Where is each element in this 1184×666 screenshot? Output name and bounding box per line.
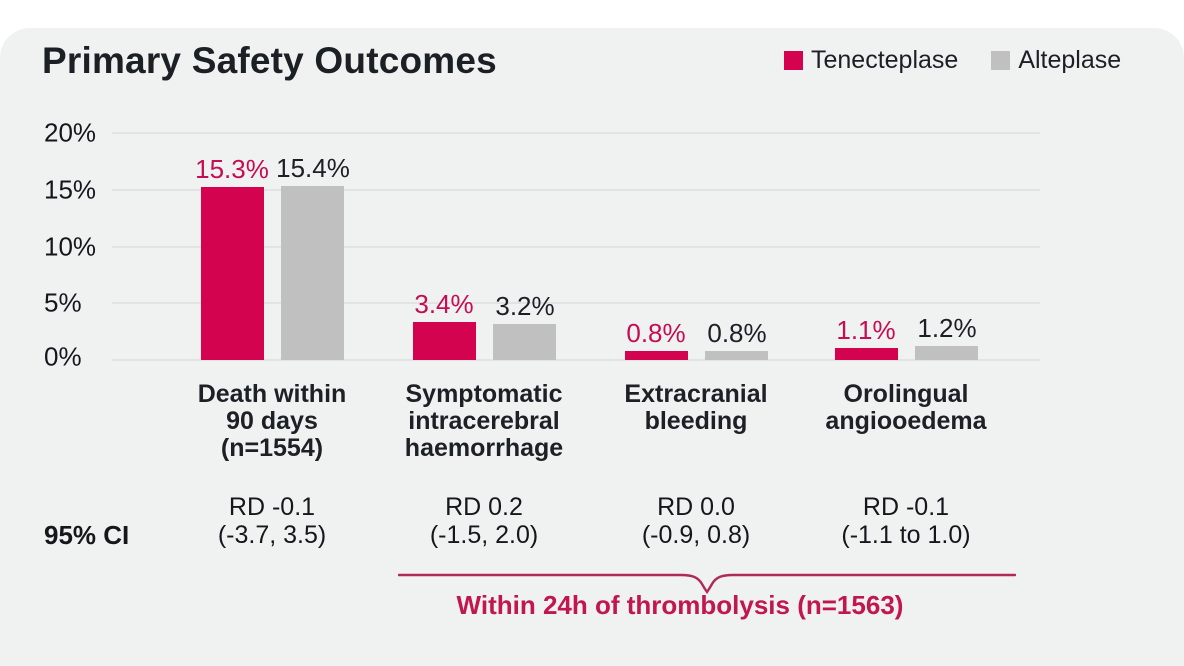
legend-label: Tenecteplase	[811, 46, 959, 74]
legend-item-alteplase: Alteplase	[991, 46, 1121, 75]
category-label: Death within 90 days (n=1554)	[197, 380, 347, 462]
bar-alteplase	[493, 323, 556, 360]
legend-item-tenecteplase: Tenecteplase	[784, 46, 958, 75]
risk-difference-label: RD 0.2 (-1.5, 2.0)	[429, 493, 539, 549]
bar-tenecteplase	[625, 350, 688, 360]
y-axis-tick: 10%	[44, 231, 97, 262]
category-label: Orolingual angiooedema	[825, 380, 987, 435]
bar-value-label: 0.8%	[707, 317, 767, 348]
category-label: Symptomatic intracerebral haemorrhage	[404, 380, 564, 462]
gridline-0pct	[112, 359, 1040, 361]
bar-value-label: 0.8%	[626, 317, 686, 348]
alteplase-swatch-icon	[991, 51, 1011, 70]
bar-value-label: 15.3%	[195, 153, 269, 184]
bar-value-label: 3.2%	[495, 290, 555, 321]
bracket-icon	[398, 573, 1016, 595]
tenecteplase-swatch-icon	[784, 51, 803, 70]
legend: Tenecteplase Alteplase	[784, 46, 1121, 75]
bar-value-label: 1.1%	[836, 314, 896, 345]
y-axis-tick: 15%	[44, 174, 97, 205]
bar-value-label: 3.4%	[414, 288, 474, 319]
bar-tenecteplase	[413, 321, 476, 360]
bar-alteplase	[915, 346, 978, 360]
gridline-5pct	[112, 302, 1040, 304]
gridline-15pct	[112, 189, 1040, 191]
bar-tenecteplase	[201, 186, 264, 360]
risk-difference-label: RD -0.1 (-1.1 to 1.0)	[841, 493, 971, 549]
y-axis-tick: 5%	[44, 287, 82, 318]
bar-tenecteplase	[835, 347, 898, 360]
gridline-20pct	[112, 132, 1040, 134]
gridline-10pct	[112, 246, 1040, 248]
ci-row-label: 95% CI	[44, 520, 130, 550]
bar-value-label: 15.4%	[276, 152, 350, 183]
bar-value-label: 1.2%	[917, 313, 977, 344]
chart-card	[0, 28, 1184, 666]
bracket-annotation: Within 24h of thrombolysis (n=1563)	[456, 590, 904, 620]
legend-label: Alteplase	[1018, 46, 1122, 74]
category-label: Extracranial bleeding	[624, 380, 768, 435]
risk-difference-label: RD 0.0 (-0.9, 0.8)	[641, 493, 751, 549]
risk-difference-label: RD -0.1 (-3.7, 3.5)	[217, 493, 327, 549]
chart-title: Primary Safety Outcomes	[42, 40, 497, 81]
y-axis-tick: 20%	[44, 117, 97, 148]
bar-alteplase	[281, 185, 344, 360]
bar-alteplase	[705, 350, 768, 360]
y-axis-tick: 0%	[44, 341, 82, 372]
